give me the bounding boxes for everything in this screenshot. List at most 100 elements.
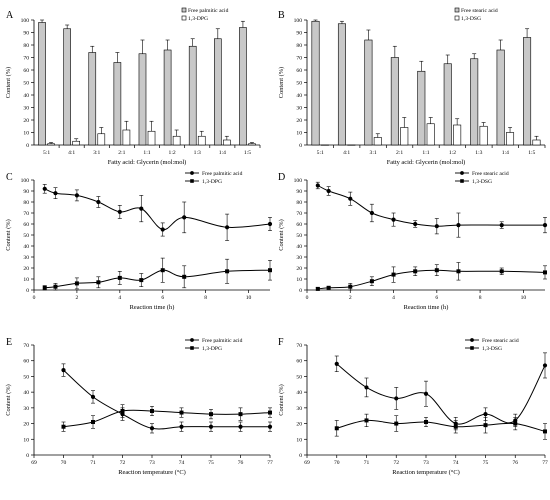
x-tick-label: 69 xyxy=(31,460,37,466)
point-acid xyxy=(182,215,187,220)
point-acid xyxy=(456,223,461,228)
point-glyceride xyxy=(182,274,187,279)
point-glyceride xyxy=(543,429,547,434)
y-tick-label: 0 xyxy=(26,453,29,459)
point-glyceride xyxy=(268,410,272,415)
panel-letter: C xyxy=(6,172,13,183)
point-glyceride xyxy=(315,286,320,291)
bar-glyceride xyxy=(223,139,231,146)
y-tick-label: 50 xyxy=(23,374,29,380)
legend: Free palmitic acid 1,3-DPG xyxy=(185,171,243,185)
bar-glyceride xyxy=(197,135,206,146)
legend-marker xyxy=(190,338,194,342)
panel-letter: F xyxy=(278,337,284,348)
x-axis-label: Reaction temperature (°C) xyxy=(392,469,460,476)
legend-label: 1,3-DPG xyxy=(202,179,222,185)
x-tick-label: 2 xyxy=(76,295,79,301)
y-tick-label: 100 xyxy=(21,18,30,24)
y-tick-label: 60 xyxy=(296,68,302,74)
point-glyceride xyxy=(139,278,144,283)
point-acid xyxy=(423,391,429,396)
point-glyceride xyxy=(434,268,439,273)
x-tick-label: 71 xyxy=(364,460,370,466)
bar-acid xyxy=(364,39,373,146)
x-tick-label: 77 xyxy=(542,460,548,466)
point-acid xyxy=(53,191,58,196)
x-tick-label: 3:1 xyxy=(370,150,377,156)
point-acid xyxy=(96,199,101,205)
x-tick-label: 1:5 xyxy=(528,150,535,156)
x-axis-label: Fatty acid: Glycerin (mol:mol) xyxy=(387,159,466,166)
y-axis-label: Content (%) xyxy=(5,384,12,415)
x-tick-label: 4:1 xyxy=(343,150,350,156)
bar-glyceride xyxy=(400,127,409,146)
y-axis-label: Content (%) xyxy=(278,384,285,415)
bar-glyceride xyxy=(72,140,80,146)
point-acid xyxy=(139,206,144,211)
x-tick-label: 1:2 xyxy=(449,150,456,156)
point-acid xyxy=(42,186,47,191)
legend-label: Free stearic acid xyxy=(472,171,509,177)
y-tick-label: 10 xyxy=(296,437,302,443)
y-tick-label: 20 xyxy=(23,422,29,428)
panel-letter: E xyxy=(6,337,12,348)
y-tick-label: 40 xyxy=(23,93,29,99)
legend-label: 1,3-DSG xyxy=(482,346,502,352)
y-tick-label: 20 xyxy=(23,266,29,272)
point-acid xyxy=(391,217,396,222)
x-tick-label: 73 xyxy=(423,460,429,466)
x-tick-label: 2:1 xyxy=(118,150,125,156)
y-tick-label: 70 xyxy=(296,56,302,62)
panel-a: A 0 10 20 30 40 50 60 70 80 90 100 Content (%) Fatty … xyxy=(5,7,261,166)
y-tick-label: 50 xyxy=(23,81,29,87)
bar-acid xyxy=(523,37,532,146)
bar-glyceride xyxy=(97,133,106,146)
y-tick-label: 40 xyxy=(23,390,29,396)
y-tick-label: 30 xyxy=(296,406,302,412)
legend-label: Free palmitic acid xyxy=(202,171,243,177)
bar-glyceride xyxy=(453,124,462,146)
x-tick-label: 1:5 xyxy=(244,150,251,156)
y-tick-label: 60 xyxy=(23,222,29,228)
x-tick-label: 1:4 xyxy=(502,150,509,156)
point-glyceride xyxy=(42,285,47,290)
y-tick-label: 0 xyxy=(299,143,302,149)
x-tick-label: 1:3 xyxy=(194,150,201,156)
point-glyceride xyxy=(91,420,95,424)
bar-glyceride xyxy=(47,143,55,146)
x-tick-label: 8 xyxy=(479,295,482,301)
point-glyceride xyxy=(456,269,461,274)
point-acid xyxy=(224,225,230,230)
legend: Free stearic acid 1,3-DSG xyxy=(454,7,498,22)
series-line-glyceride xyxy=(44,269,271,289)
legend-marker xyxy=(190,179,194,183)
x-tick-label: 8 xyxy=(204,295,207,301)
series-line-acid xyxy=(63,369,270,430)
x-tick-label: 1:2 xyxy=(169,150,176,156)
panel-f: F 0 10 20 30 40 50 60 70 Content (%) Reaction temp… xyxy=(278,337,548,476)
point-acid xyxy=(434,224,439,229)
point-glyceride xyxy=(364,418,369,423)
bar-acid xyxy=(443,63,452,146)
legend: Free stearic acid 1,3-DSG xyxy=(455,171,509,185)
x-tick-label: 5:1 xyxy=(317,150,324,156)
x-tick-label: 74 xyxy=(453,460,459,466)
point-acid xyxy=(90,394,96,399)
point-acid xyxy=(208,424,214,429)
y-tick-label: 40 xyxy=(296,244,302,250)
y-tick-label: 90 xyxy=(23,31,29,37)
point-glyceride xyxy=(348,284,353,289)
point-glyceride xyxy=(61,424,66,429)
bar-glyceride xyxy=(172,135,181,146)
y-tick-label: 70 xyxy=(23,343,29,349)
y-tick-label: 50 xyxy=(296,374,302,380)
x-tick-label: 0 xyxy=(33,295,36,301)
point-glyceride xyxy=(268,268,272,273)
panel-letter: D xyxy=(278,172,285,183)
y-tick-label: 100 xyxy=(294,178,303,184)
y-tick-label: 50 xyxy=(23,233,29,239)
x-tick-label: 2 xyxy=(349,295,352,301)
